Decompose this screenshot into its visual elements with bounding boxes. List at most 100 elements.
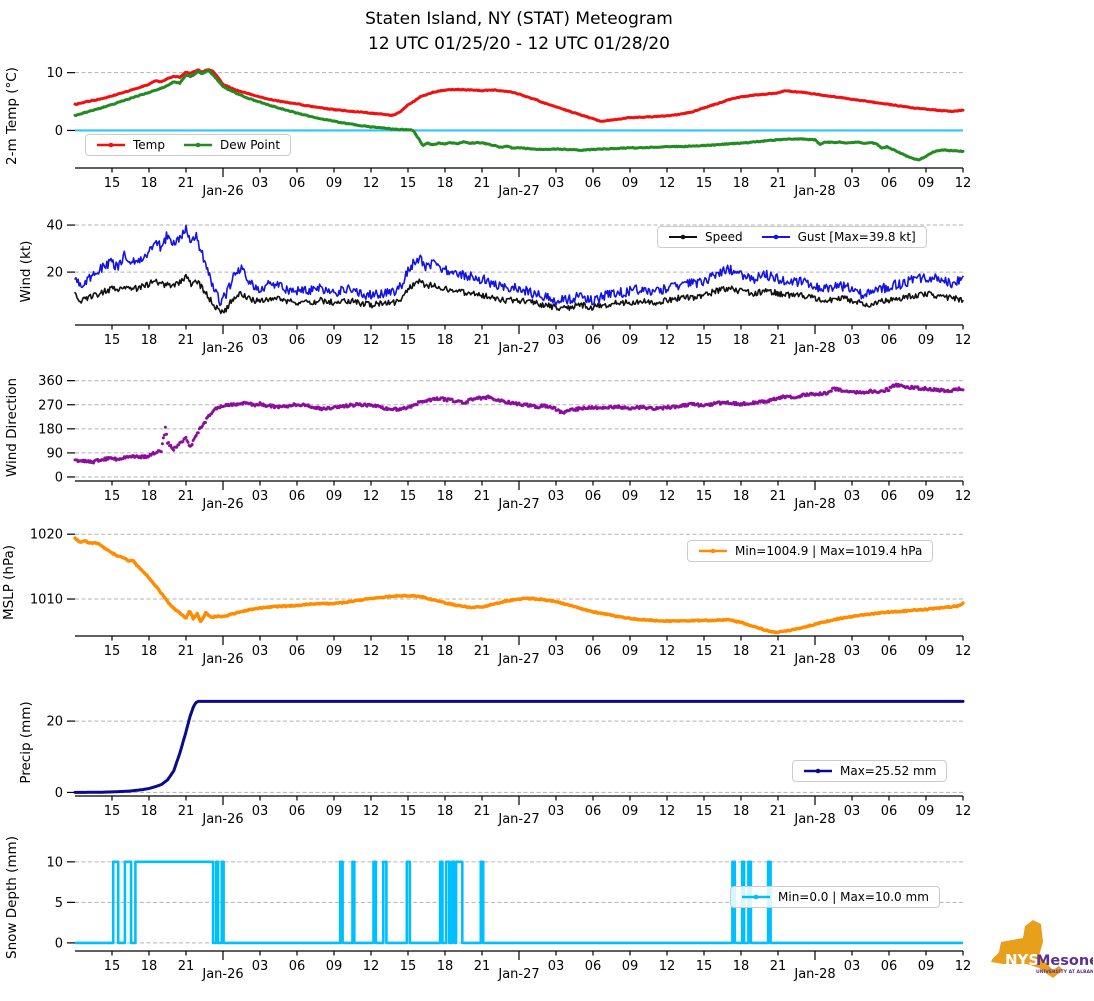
x-tick-label: 18: [141, 333, 158, 348]
temp-line-sample-icon: [96, 140, 126, 150]
x-tick-label: 09: [622, 489, 639, 504]
x-tick-label: 06: [289, 176, 306, 191]
x-tick-label: 12: [955, 489, 972, 504]
x-tick-label: 21: [770, 333, 787, 348]
chart-title-line1: Staten Island, NY (STAT) Meteogram: [365, 9, 673, 29]
wind-direction-axis-label: Wind Direction: [4, 378, 20, 477]
x-tick-label: 06: [289, 959, 306, 974]
x-tick-label: Jan-27: [497, 497, 539, 512]
x-tick-label: 06: [289, 644, 306, 659]
x-tick-label: 06: [585, 959, 602, 974]
x-tick-label: Jan-27: [497, 812, 539, 827]
x-tick-label: 21: [178, 644, 195, 659]
x-tick-label: Jan-27: [497, 652, 539, 667]
logo-tagline-text: UNIVERSITY AT ALBANY: [1036, 969, 1093, 975]
x-tick-label: 12: [659, 176, 676, 191]
x-tick-label: 18: [733, 644, 750, 659]
x-tick-label: 06: [881, 804, 898, 819]
x-tick-label: 09: [326, 804, 343, 819]
x-tick-label: 21: [474, 489, 491, 504]
x-tick-label: 09: [326, 333, 343, 348]
x-tick-label: 12: [955, 644, 972, 659]
x-tick-label: 09: [622, 804, 639, 819]
x-tick-label: Jan-27: [497, 967, 539, 982]
y-tick-label: 10: [46, 855, 63, 870]
x-tick-label: 03: [252, 176, 269, 191]
wind-panel: 20 40 Wind (kt) 15 18 21 Jan-26 03 06 09 12 15 18 21 J…: [18, 219, 971, 356]
nys-mesonet-logo: NYS Mesonet UNIVERSITY AT ALBANY: [991, 920, 1093, 978]
x-tick-label: Jan-28: [793, 341, 835, 356]
gust-line-sample-icon: [761, 232, 791, 242]
x-tick-label: 06: [289, 333, 306, 348]
x-tick-label: 09: [918, 959, 935, 974]
x-tick-label: Jan-28: [793, 184, 835, 199]
temp-axis-label: 2-m Temp (°C): [4, 67, 20, 165]
x-tick-label: 12: [955, 959, 972, 974]
precip-panel: 0 20 Precip (mm) 15 18 21 Jan-26 03 06 09 12 15 18 21…: [18, 699, 971, 827]
legend-entry-precip: Max=25.52 mm: [803, 764, 936, 778]
x-tick-label: 09: [326, 489, 343, 504]
snow-depth-panel: 0 5 10 Snow Depth (mm) 15 18 21 Jan-26 03 06 09 12 1…: [4, 836, 971, 982]
legend-entry-speed: Speed: [668, 230, 743, 244]
x-tick-label: 09: [622, 644, 639, 659]
wind-axis-label: Wind (kt): [18, 241, 34, 303]
y-tick-label: 180: [38, 422, 63, 437]
x-tick-label: 09: [326, 644, 343, 659]
x-tick-label: 12: [659, 959, 676, 974]
x-tick-label: 03: [548, 333, 565, 348]
x-tick-label: 15: [400, 176, 417, 191]
x-tick-label: 18: [437, 333, 454, 348]
snow-line-sample-icon: [741, 892, 771, 902]
y-tick-label: 1020: [30, 528, 63, 543]
mslp-axis-label: MSLP (hPa): [1, 545, 17, 620]
x-tick-label: 15: [696, 959, 713, 974]
x-tick-label: 06: [585, 176, 602, 191]
x-tick-label: 03: [252, 959, 269, 974]
x-tick-label: 03: [252, 804, 269, 819]
mslp-line-sample-icon: [698, 546, 728, 556]
x-tick-label: 09: [622, 959, 639, 974]
x-tick-label: 06: [881, 489, 898, 504]
x-tick-label: 06: [585, 644, 602, 659]
x-tick-label: 18: [141, 804, 158, 819]
dewpoint-line-sample-icon: [183, 140, 213, 150]
y-tick-label: 0: [55, 470, 63, 485]
x-tick-label: Jan-26: [201, 967, 243, 982]
x-tick-label: 18: [141, 959, 158, 974]
x-tick-label: Jan-28: [793, 812, 835, 827]
x-tick-label: 09: [622, 333, 639, 348]
x-tick-label: Jan-26: [201, 497, 243, 512]
x-tick-label: 09: [326, 176, 343, 191]
precip-line-sample-icon: [803, 766, 833, 776]
x-tick-label: 06: [881, 333, 898, 348]
temp-series-1: [73, 69, 965, 162]
x-tick-label: 03: [548, 176, 565, 191]
wind-direction-series: [73, 382, 965, 465]
y-tick-label: 360: [38, 374, 63, 389]
x-tick-label: 09: [918, 804, 935, 819]
x-tick-label: 15: [104, 804, 121, 819]
chart-title: Staten Island, NY (STAT) Meteogram 12 UT…: [0, 7, 1038, 57]
x-tick-label: 18: [733, 333, 750, 348]
y-tick-label: 0: [55, 124, 63, 139]
x-tick-label: 15: [104, 489, 121, 504]
snow-depth-series: [75, 860, 963, 945]
x-tick-label: 12: [659, 804, 676, 819]
x-tick-label: Jan-27: [497, 341, 539, 356]
x-tick-label: 09: [918, 489, 935, 504]
y-tick-label: 90: [46, 446, 63, 461]
legend-label-gust: Gust [Max=39.8 kt]: [797, 230, 916, 244]
logo-mesonet-text: Mesonet: [1036, 953, 1093, 969]
x-tick-label: 21: [770, 804, 787, 819]
logo-nys-text: NYS: [1005, 951, 1039, 969]
x-tick-label: 03: [252, 333, 269, 348]
y-tick-label: 40: [46, 219, 63, 234]
chart-title-line2: 12 UTC 01/25/20 - 12 UTC 01/28/20: [368, 34, 670, 54]
legend-label-snow: Min=0.0 | Max=10.0 mm: [778, 890, 929, 904]
x-tick-label: 03: [844, 644, 861, 659]
temp-legend: Temp Dew Point: [85, 134, 292, 156]
x-tick-label: 18: [733, 959, 750, 974]
x-tick-label: 21: [178, 489, 195, 504]
